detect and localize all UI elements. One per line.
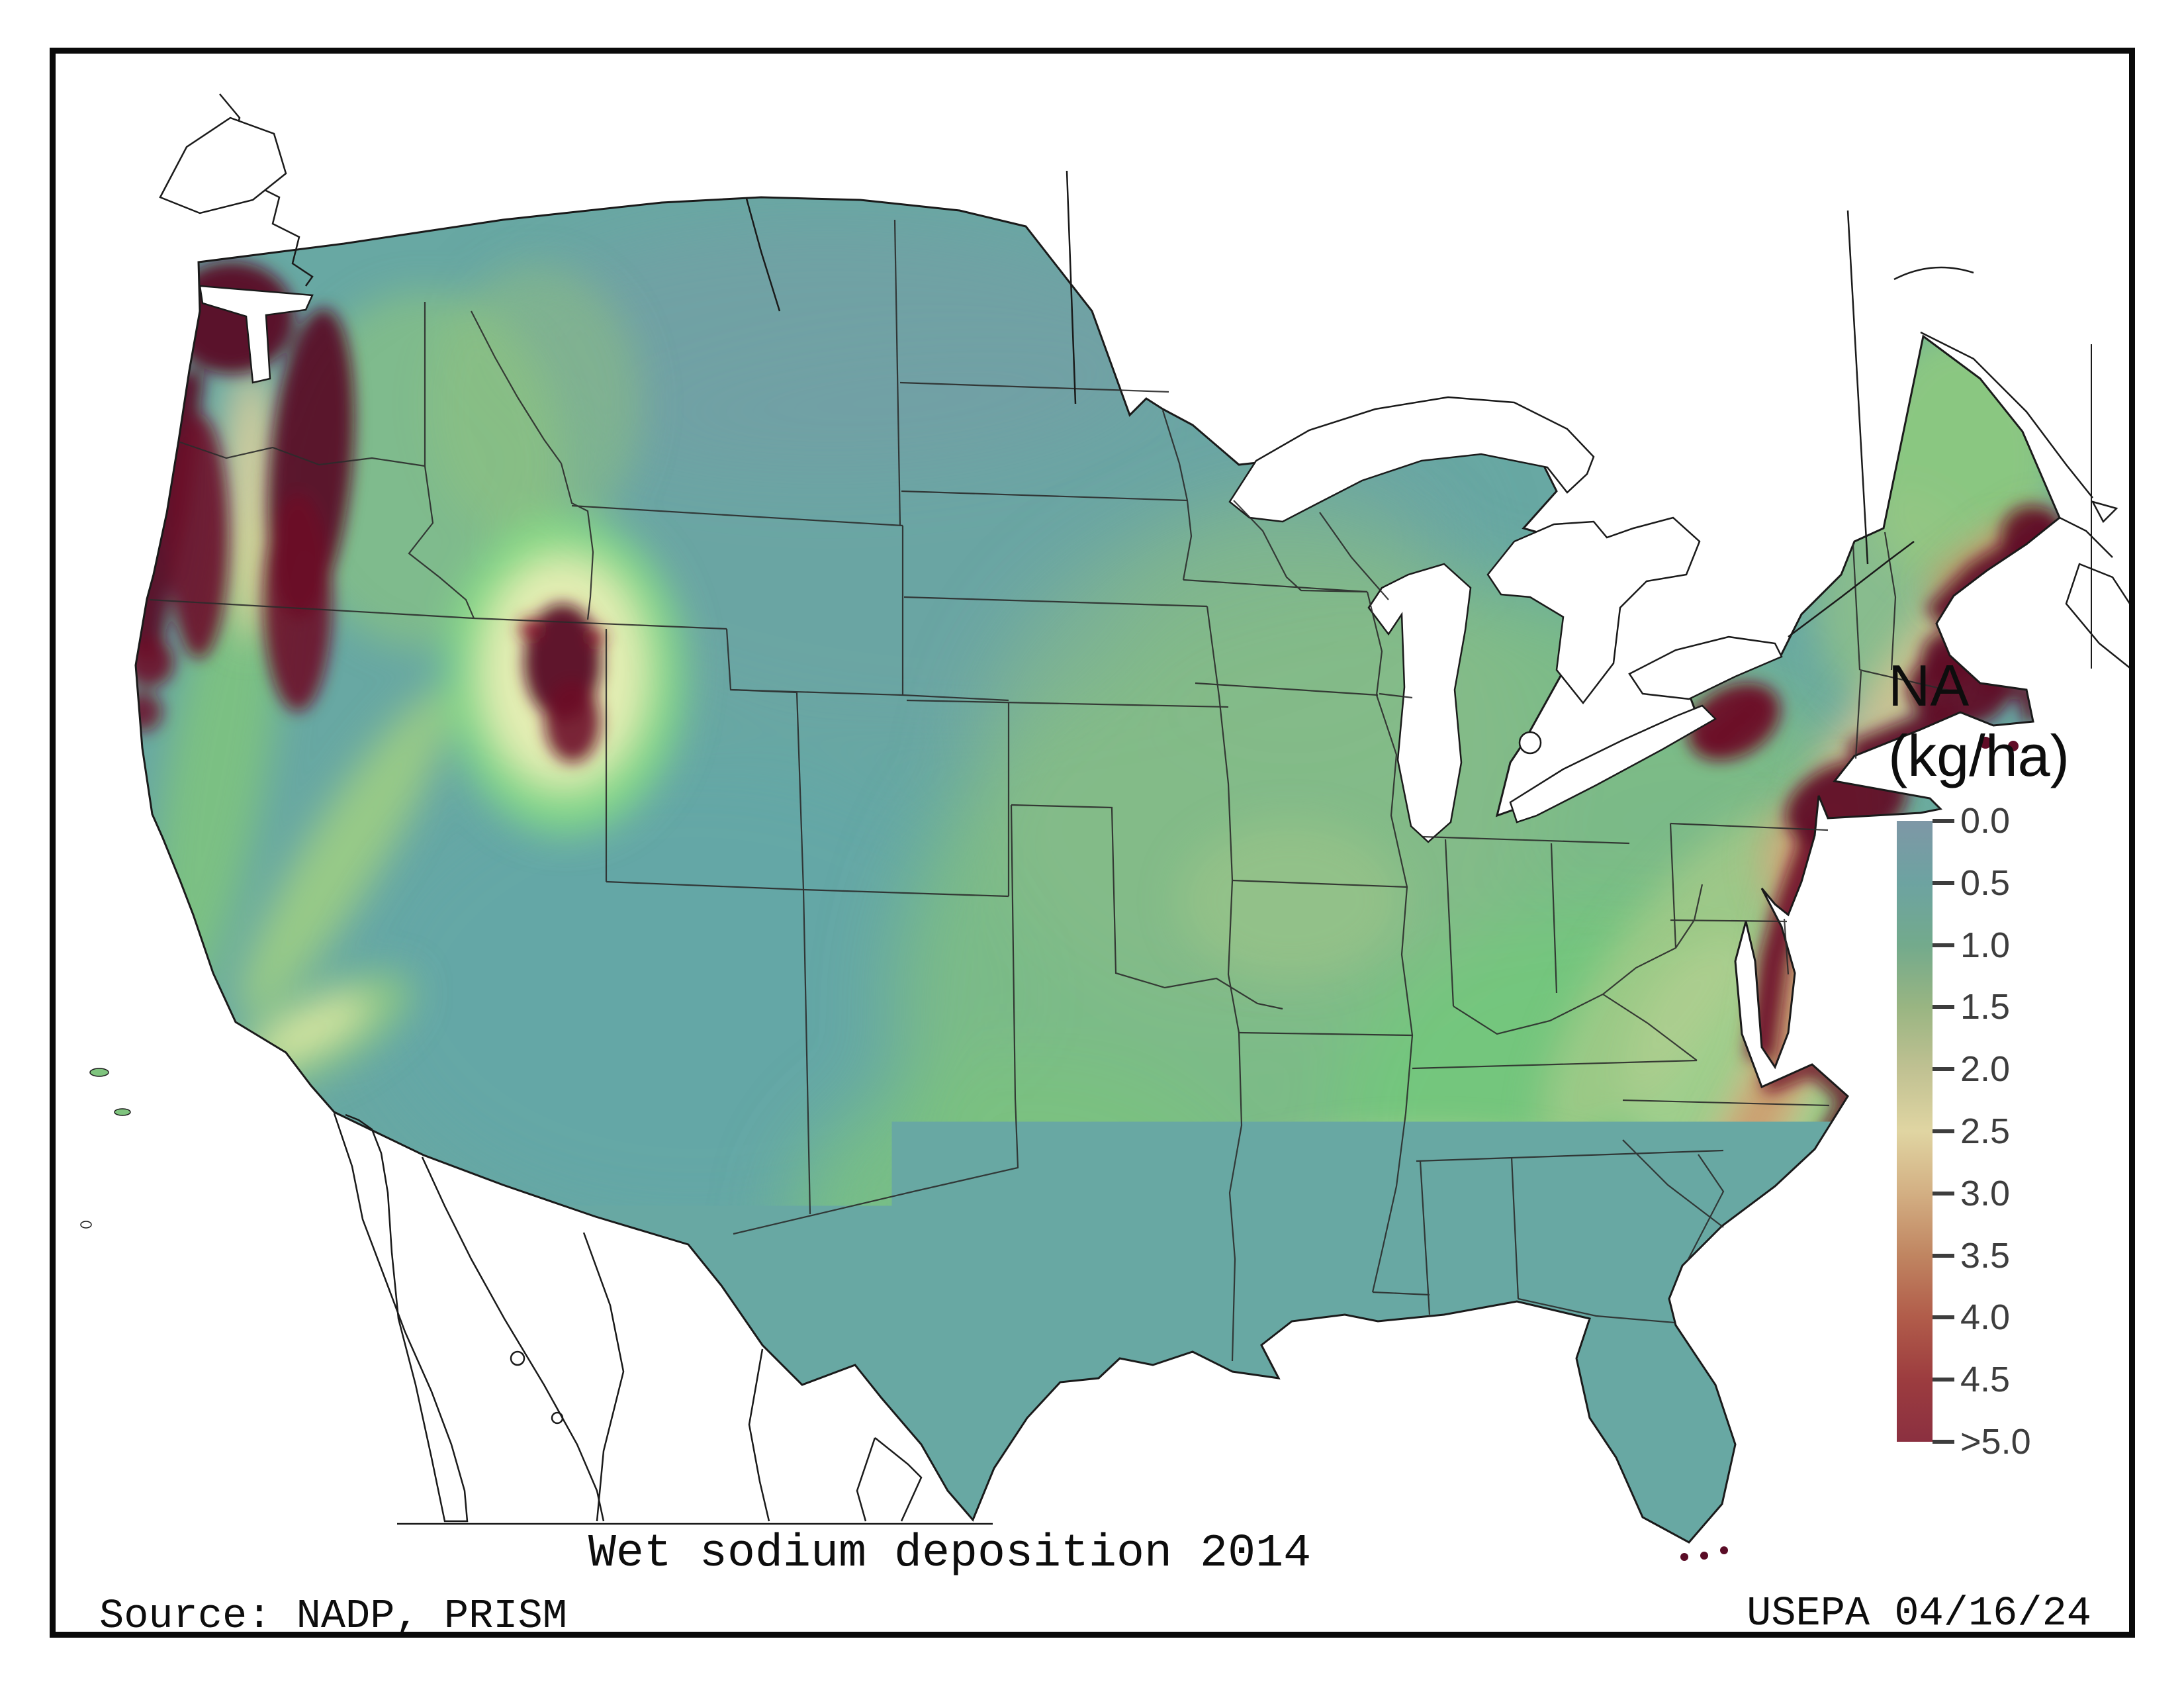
map-figure-page: NA (kg/ha) 0.0 0.5 1.0 1.5 2.0 2.5 3.0 3.5 4.0 4.… bbox=[0, 0, 2184, 1688]
figure-frame bbox=[50, 48, 2135, 1638]
